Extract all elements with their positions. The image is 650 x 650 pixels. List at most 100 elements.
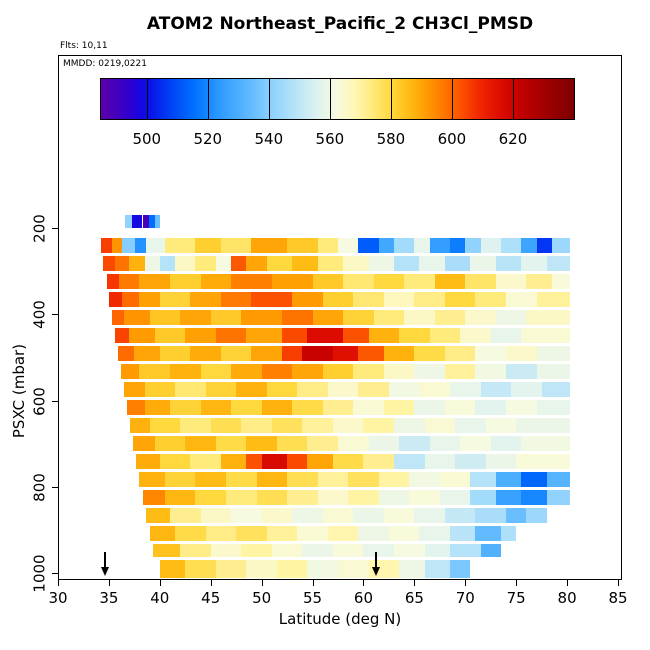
- heatmap-cell: [317, 237, 338, 253]
- heatmap-cell: [246, 328, 282, 344]
- heatmap-cell: [506, 400, 537, 416]
- heatmap-cell: [383, 363, 415, 379]
- heatmap-cell: [159, 256, 176, 272]
- heatmap-cell: [127, 400, 145, 416]
- heatmap-cell: [399, 328, 430, 344]
- heatmap-cell: [302, 346, 333, 361]
- heatmap-cell: [470, 256, 496, 272]
- heatmap-cell: [378, 472, 410, 488]
- heatmap-cell: [450, 544, 481, 558]
- heatmap-cell: [536, 363, 571, 379]
- x-tick: [108, 580, 110, 586]
- heatmap-cell: [399, 435, 430, 451]
- x-tick-label: 35: [99, 589, 119, 607]
- heatmap-band: [0, 544, 650, 558]
- heatmap-cell: [495, 309, 527, 326]
- heatmap-cell: [521, 256, 547, 272]
- plot-title: ATOM2 Northeast_Pacific_2 CH3Cl_PMSD: [146, 14, 534, 34]
- colorbar: [100, 78, 575, 120]
- heatmap-cell: [516, 418, 571, 433]
- heatmap-cell: [455, 453, 486, 470]
- heatmap-cell: [495, 490, 522, 505]
- colorbar-tick-label: 560: [315, 130, 345, 148]
- y-tick: [52, 400, 58, 402]
- heatmap-cell: [282, 309, 313, 326]
- heatmap-cell: [159, 291, 191, 307]
- heatmap-cell: [100, 237, 112, 253]
- heatmap-cell: [419, 381, 450, 398]
- heatmap-cell: [133, 435, 155, 451]
- heatmap-cell: [251, 346, 282, 361]
- colorbar-tick-label: 540: [254, 130, 284, 148]
- heatmap-cell: [292, 507, 323, 523]
- heatmap-cell: [541, 381, 571, 398]
- heatmap-cell: [266, 381, 298, 398]
- heatmap-cell: [434, 274, 466, 289]
- heatmap-cell: [170, 274, 201, 289]
- heatmap-cell: [134, 346, 160, 361]
- x-tick-label: 50: [252, 589, 272, 607]
- heatmap-band: [0, 256, 650, 272]
- heatmap-cell: [292, 400, 323, 416]
- heatmap-cell: [271, 274, 313, 289]
- x-axis-label: Latitude (deg N): [278, 610, 402, 628]
- colorbar-tick: [390, 79, 392, 119]
- heatmap-cell: [149, 309, 181, 326]
- heatmap-cell: [164, 472, 196, 488]
- heatmap-cell: [434, 309, 466, 326]
- heatmap-cell: [465, 274, 496, 289]
- heatmap-cell: [506, 346, 537, 361]
- heatmap-band: [0, 274, 650, 289]
- x-tick: [465, 580, 467, 586]
- heatmap-cell: [119, 274, 140, 289]
- heatmap-cell: [159, 453, 191, 470]
- heatmap-cell: [195, 490, 226, 505]
- heatmap-cell: [190, 291, 221, 307]
- heatmap-cell: [343, 328, 369, 344]
- heatmap-cell: [317, 490, 349, 505]
- colorbar-tick: [329, 79, 331, 119]
- heatmap-cell: [122, 237, 136, 253]
- heatmap-cell: [200, 363, 232, 379]
- heatmap-cell: [185, 435, 216, 451]
- heatmap-cell: [307, 453, 333, 470]
- heatmap-band: [0, 346, 650, 361]
- heatmap-cell: [276, 560, 308, 579]
- heatmap-cell: [195, 256, 216, 272]
- heatmap-cell: [144, 400, 170, 416]
- heatmap-cell: [139, 291, 160, 307]
- heatmap-cell: [200, 274, 232, 289]
- heatmap-cell: [526, 309, 571, 326]
- heatmap-cell: [490, 328, 522, 344]
- heatmap-cell: [266, 525, 298, 542]
- heatmap-cell: [383, 400, 415, 416]
- y-tick: [52, 486, 58, 488]
- heatmap-cell: [136, 453, 160, 470]
- heatmap-cell: [251, 237, 288, 253]
- heatmap-cell: [429, 328, 461, 344]
- heatmap-cell: [353, 507, 384, 523]
- heatmap-band: [0, 525, 650, 542]
- x-tick-label: 80: [557, 589, 577, 607]
- x-tick: [159, 580, 161, 586]
- heatmap-cell: [115, 256, 130, 272]
- heatmap-cell: [159, 560, 186, 579]
- heatmap-cell: [327, 525, 359, 542]
- heatmap-cell: [282, 346, 303, 361]
- heatmap-cell: [307, 435, 338, 451]
- heatmap-cell: [383, 507, 415, 523]
- heatmap-cell: [261, 453, 288, 470]
- heatmap-cell: [124, 309, 150, 326]
- heatmap-cell: [546, 472, 571, 488]
- heatmap-cell: [332, 346, 359, 361]
- heatmap-cell: [551, 237, 571, 253]
- heatmap-cell: [480, 237, 501, 253]
- x-tick-label: 65: [404, 589, 424, 607]
- heatmap-cell: [135, 237, 146, 253]
- heatmap-cell: [439, 490, 471, 505]
- heatmap-cell: [521, 328, 571, 344]
- x-tick: [567, 580, 569, 586]
- heatmap-cell: [383, 346, 415, 361]
- heatmap-cell: [307, 560, 338, 579]
- x-tick: [618, 580, 619, 586]
